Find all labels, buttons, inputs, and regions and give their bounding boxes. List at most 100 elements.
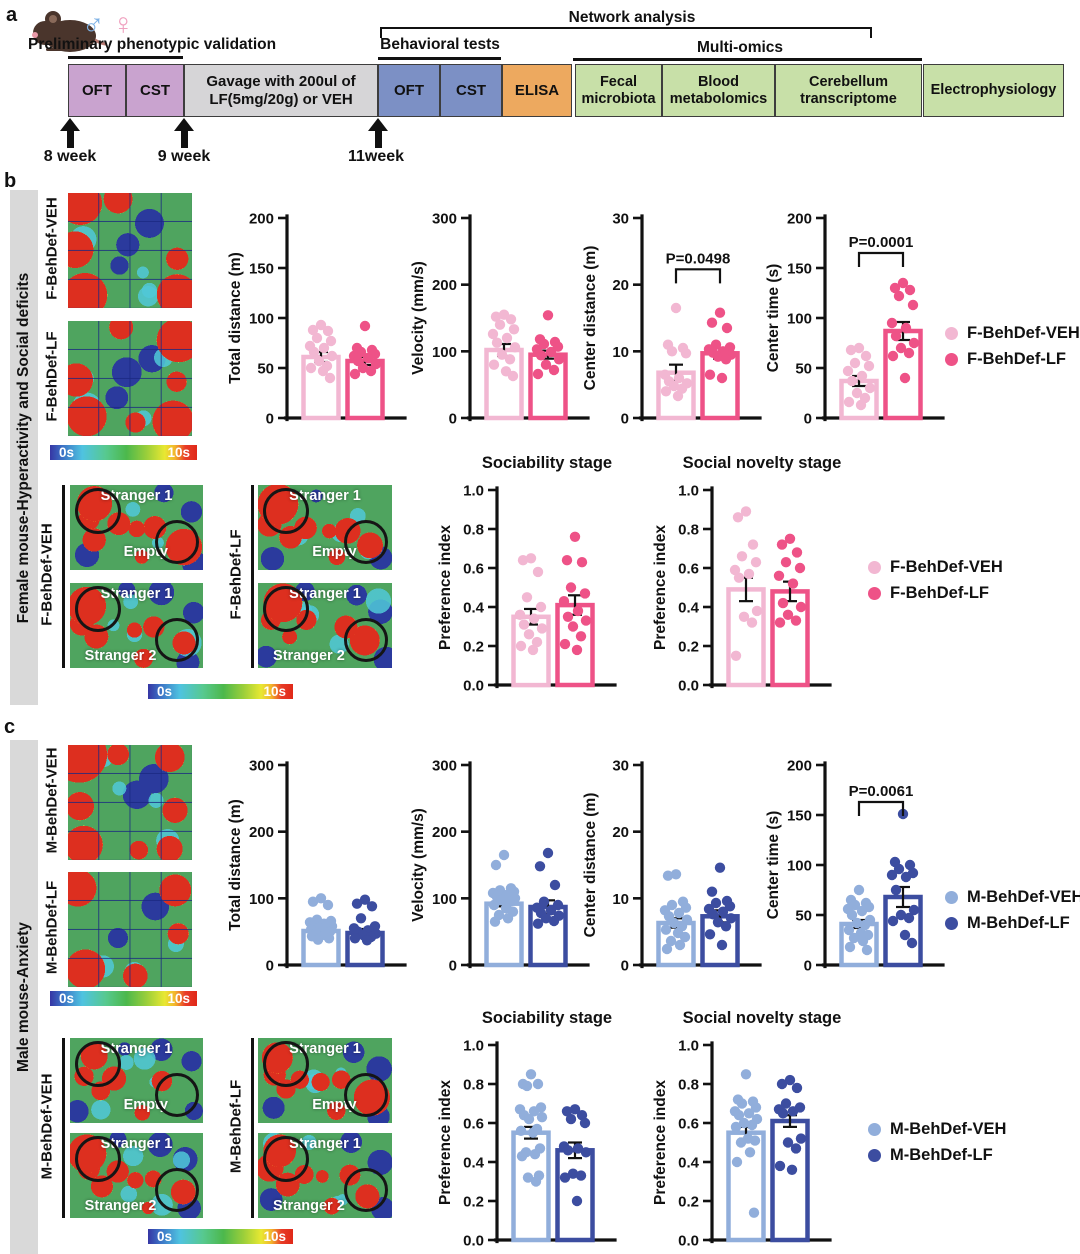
svg-text:300: 300 [249, 758, 274, 775]
panel-c-label: c [4, 716, 16, 738]
svg-text:Preference index: Preference index [437, 1080, 454, 1205]
chart-b-total-distance: Total distance (m) 0 50 100 150 200 [225, 205, 415, 435]
svg-text:200: 200 [249, 211, 274, 228]
svg-text:150: 150 [249, 261, 274, 278]
colorbar-b-oft: 0s 10s [50, 445, 197, 460]
timeline-box-fecal-microbiota: Fecal microbiota [575, 64, 662, 117]
svg-text:Velocity (mm/s): Velocity (mm/s) [410, 261, 427, 375]
chart-b-center-distance: Center distance (m) 0 10 20 30 P=0.0498 [580, 205, 770, 435]
svg-text:100: 100 [249, 891, 274, 908]
soc-heatmap-f-lf-sociability: Stranger 1 Empty [258, 485, 392, 570]
legend-b-soc: F-BehDef-VEH F-BehDef-LF [868, 554, 1003, 606]
legend-item: F-BehDef-VEH [945, 320, 1080, 346]
svg-text:0: 0 [621, 958, 629, 975]
week-11-label: 11week [347, 148, 405, 165]
svg-text:0.0: 0.0 [463, 1233, 484, 1250]
timeline-arrow-9week [173, 118, 195, 148]
soc-group-label-m-lf: M-BehDef-LF [227, 1079, 245, 1174]
legend-c-oft: M-BehDef-VEH M-BehDef-LF [945, 884, 1080, 936]
svg-text:Velocity (mm/s): Velocity (mm/s) [410, 808, 427, 922]
soc-heatmap-m-lf-sociability: Stranger 1 Empty [258, 1038, 392, 1123]
colorbar-c-oft: 0s 10s [50, 991, 197, 1006]
legend-dot-f-lf [945, 352, 958, 366]
svg-text:0: 0 [449, 958, 457, 975]
legend-label-f-veh: F-BehDef-VEH [967, 323, 1080, 342]
timeline-box-oft-1: OFT [68, 64, 126, 117]
multi-omics-underline [573, 58, 922, 61]
svg-text:Sociability stage: Sociability stage [482, 1009, 612, 1027]
svg-text:0: 0 [621, 411, 629, 428]
chart-b-velocity: Velocity (mm/s) 0 100 200 300 [408, 205, 598, 435]
svg-text:Total distance (m): Total distance (m) [227, 252, 244, 383]
stranger1-label: Stranger 1 [289, 1136, 361, 1152]
heatmap-label-f-lf: F-BehDef-LF [43, 331, 61, 422]
legend-dot-m-lf [945, 916, 958, 930]
panel-b-label: b [4, 170, 17, 192]
zone-circle [263, 1041, 309, 1087]
legend-item: F-BehDef-LF [945, 346, 1080, 372]
chart-b-sociability: Sociability stage Preference index 0.0 0.2 0… [435, 450, 635, 705]
timeline-box-electrophysiology: Electrophysiology [923, 64, 1064, 117]
svg-text:0.4: 0.4 [678, 1155, 700, 1172]
legend-dot-f-veh [868, 560, 881, 574]
week-9-label: 9 week [157, 148, 211, 165]
oft-heatmap-f-veh [68, 193, 192, 308]
svg-text:150: 150 [787, 808, 812, 825]
svg-text:0.6: 0.6 [463, 561, 484, 578]
svg-text:50: 50 [795, 908, 812, 925]
week-8-label: 8 week [43, 148, 97, 165]
legend-dot-m-veh [868, 1122, 881, 1136]
svg-text:100: 100 [249, 311, 274, 328]
svg-text:10: 10 [612, 891, 629, 908]
network-analysis-label: Network analysis [568, 9, 696, 26]
timeline-box-elisa: ELISA [502, 64, 572, 117]
zone-circle [344, 1168, 388, 1212]
svg-text:Social novelty stage: Social novelty stage [683, 454, 842, 472]
svg-text:Center distance (m): Center distance (m) [582, 246, 599, 391]
group-bracket-line [251, 1038, 254, 1218]
svg-text:100: 100 [432, 344, 457, 361]
soc-group-label-f-lf: F-BehDef-LF [227, 529, 245, 620]
zone-circle [155, 1073, 199, 1117]
network-analysis-bracket [380, 27, 872, 38]
timeline-box-blood-metabolomics: Blood metabolomics [662, 64, 775, 117]
preliminary-underline [68, 56, 183, 59]
legend-item: M-BehDef-VEH [945, 884, 1080, 910]
svg-text:0: 0 [266, 958, 274, 975]
panel-c-sidebar: Male mouse-Anxiety [10, 740, 38, 1254]
chart-c-sociability: Sociability stage Preference index 0.0 0.2 0… [435, 1005, 635, 1254]
heatmap-grid [68, 321, 192, 436]
heatmap-grid [68, 745, 192, 860]
colorbar-max-label: 10s [263, 684, 286, 699]
svg-text:1.0: 1.0 [678, 483, 699, 500]
svg-text:0.8: 0.8 [678, 1077, 699, 1094]
legend-item: M-BehDef-VEH [868, 1116, 1006, 1142]
legend-dot-f-veh [945, 326, 958, 340]
timeline-box-cst-2: CST [440, 64, 502, 117]
colorbar-max-label: 10s [167, 991, 190, 1006]
svg-text:300: 300 [432, 758, 457, 775]
soc-heatmap-m-lf-novelty: Stranger 1 Stranger 2 [258, 1133, 392, 1218]
svg-text:0.0: 0.0 [678, 678, 699, 695]
timeline-box-gavage: Gavage with 200ul of LF(5mg/20g) or VEH [184, 64, 378, 117]
svg-text:0.8: 0.8 [463, 522, 484, 539]
svg-text:Center time (s): Center time (s) [765, 264, 782, 373]
timeline-arrow-8week [59, 118, 81, 148]
zone-circle [263, 488, 309, 534]
stranger2-label: Stranger 2 [84, 1198, 157, 1214]
legend-item: F-BehDef-VEH [868, 554, 1003, 580]
svg-text:20: 20 [612, 824, 629, 841]
chart-c-center-distance: Center distance (m) 0 10 20 30 [580, 752, 770, 982]
svg-text:200: 200 [787, 211, 812, 228]
svg-text:0: 0 [804, 958, 812, 975]
stranger2-label: Stranger 2 [273, 648, 345, 664]
svg-text:300: 300 [432, 211, 457, 228]
legend-item: M-BehDef-LF [945, 910, 1080, 936]
svg-text:0.8: 0.8 [678, 522, 699, 539]
zone-circle [155, 1168, 199, 1212]
svg-text:200: 200 [432, 824, 457, 841]
heatmap-label-f-veh: F-BehDef-VEH [43, 197, 61, 300]
preliminary-validation-label: Preliminary phenotypic validation [28, 36, 277, 53]
svg-text:0.0: 0.0 [463, 678, 484, 695]
multi-omics-label: Multi-omics [696, 39, 784, 56]
